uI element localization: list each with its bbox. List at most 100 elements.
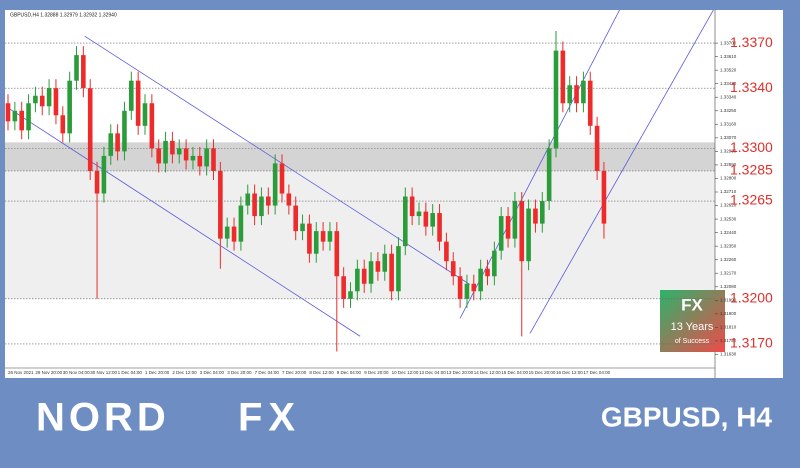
y-tick-label: 1.32440 [720, 230, 737, 235]
y-tick-label: 1.32620 [720, 203, 737, 208]
candle-body [341, 276, 346, 299]
level-label: 1.3300 [730, 139, 773, 155]
x-tick-label: 8 Dec 12:00 [309, 370, 334, 375]
candle-body [156, 148, 161, 164]
candle-body [313, 231, 319, 254]
candle-body [12, 110, 18, 122]
y-tick-label: 1.31810 [720, 325, 737, 330]
y-tick-label: 1.32260 [720, 257, 737, 262]
candle-body [450, 261, 456, 277]
x-tick-label: 29 Nov 20:00 [35, 370, 62, 375]
y-tick-label: 1.33160 [720, 122, 737, 127]
x-tick-label: 2 Dec 12:00 [172, 370, 197, 375]
candle-body [279, 163, 285, 194]
y-tick-label: 1.33520 [720, 67, 737, 72]
x-tick-label: 15 Dec 20:00 [529, 370, 556, 375]
candle-body [396, 246, 401, 292]
candle-body [471, 283, 477, 292]
candle-body [457, 276, 463, 299]
candle-body [293, 205, 298, 232]
candle-body [286, 193, 292, 206]
candle-body [190, 155, 196, 161]
level-label: 1.3265 [730, 192, 773, 208]
candle-body [560, 50, 566, 104]
candle-body [142, 103, 148, 126]
x-tick-label: 13 Dec 20:00 [446, 370, 473, 375]
candle-body [231, 226, 237, 242]
level-label: 1.3370 [730, 34, 773, 50]
candle-body [430, 213, 435, 227]
candle-body [519, 201, 525, 262]
candle-body [224, 226, 230, 239]
candle-body [348, 291, 353, 299]
candle-body [5, 103, 11, 122]
candle-body [33, 95, 38, 104]
y-tick-label: 1.33070 [720, 135, 737, 140]
x-tick-label: 1 Dec 04:00 [118, 370, 143, 375]
trend-line [7, 107, 361, 337]
x-tick-label: 26 Nov 2021 [8, 370, 34, 375]
candle-body [464, 283, 470, 299]
candle-body [409, 196, 415, 217]
candle-body [46, 88, 52, 107]
candle-body [567, 85, 572, 104]
candle-body [272, 163, 278, 206]
y-tick-label: 1.32170 [720, 270, 737, 275]
x-tick-label: 14 Dec 12:00 [474, 370, 501, 375]
level-label: 1.3170 [730, 335, 773, 351]
candle-body [266, 196, 271, 206]
candle-body [245, 193, 251, 206]
zone [5, 170, 715, 299]
candle-body [39, 95, 45, 107]
badge: FX 13 Years of Success [660, 290, 725, 352]
x-tick-label: 1 Dec 20:00 [145, 370, 170, 375]
candle-body [512, 201, 518, 239]
candle-body [327, 231, 333, 242]
symbol-title: GBPUSD, H4 [601, 401, 773, 432]
candle-body [423, 211, 429, 227]
candle-body [176, 148, 182, 155]
candle-body [485, 268, 490, 277]
y-tick-label: 1.33700 [720, 40, 737, 45]
candle-body [389, 253, 394, 292]
candle-body [492, 250, 497, 277]
candle-body [53, 88, 59, 116]
plot-area [5, 10, 715, 352]
candle-body [581, 80, 586, 104]
logo-right: FX [238, 396, 301, 440]
candle-body [115, 133, 120, 152]
y-tick-label: 1.32080 [720, 284, 737, 289]
candle-body [211, 148, 216, 171]
candle-body [533, 208, 538, 224]
y-tick-label: 1.33610 [720, 54, 737, 59]
candle-body [601, 170, 607, 224]
x-tick-label: 13 Dec 04:00 [419, 370, 446, 375]
candle-body [437, 213, 442, 242]
x-tick-label: 9 Dec 20:00 [364, 370, 389, 375]
candle-body [81, 55, 86, 89]
candle-body [540, 201, 545, 224]
x-tick-label: 30 Nov 04:00 [63, 370, 90, 375]
candle-body [218, 170, 223, 239]
candle-body [574, 85, 579, 104]
candle-body [355, 268, 360, 292]
level-label: 1.3340 [730, 79, 773, 95]
candle-body [300, 223, 305, 232]
badge-line: of Success [675, 338, 710, 345]
y-tick-label: 1.32980 [720, 149, 737, 154]
candle-body [149, 103, 155, 149]
candle-body [259, 196, 264, 217]
x-tick-label: 7 Dec 04:00 [255, 370, 280, 375]
badge-line: 13 Years [671, 321, 714, 333]
candle-body [546, 148, 552, 202]
y-tick-label: 1.31720 [720, 338, 737, 343]
x-tick-label: 17 Dec 04:00 [583, 370, 610, 375]
trend-line [529, 10, 714, 334]
trend-line [459, 10, 620, 319]
candle-body [135, 80, 141, 126]
candle-body [129, 80, 134, 111]
candle-body [382, 253, 388, 272]
y-tick-label: 1.33430 [720, 81, 737, 86]
logo-left: NORD [36, 396, 170, 440]
candle-body [526, 208, 531, 262]
